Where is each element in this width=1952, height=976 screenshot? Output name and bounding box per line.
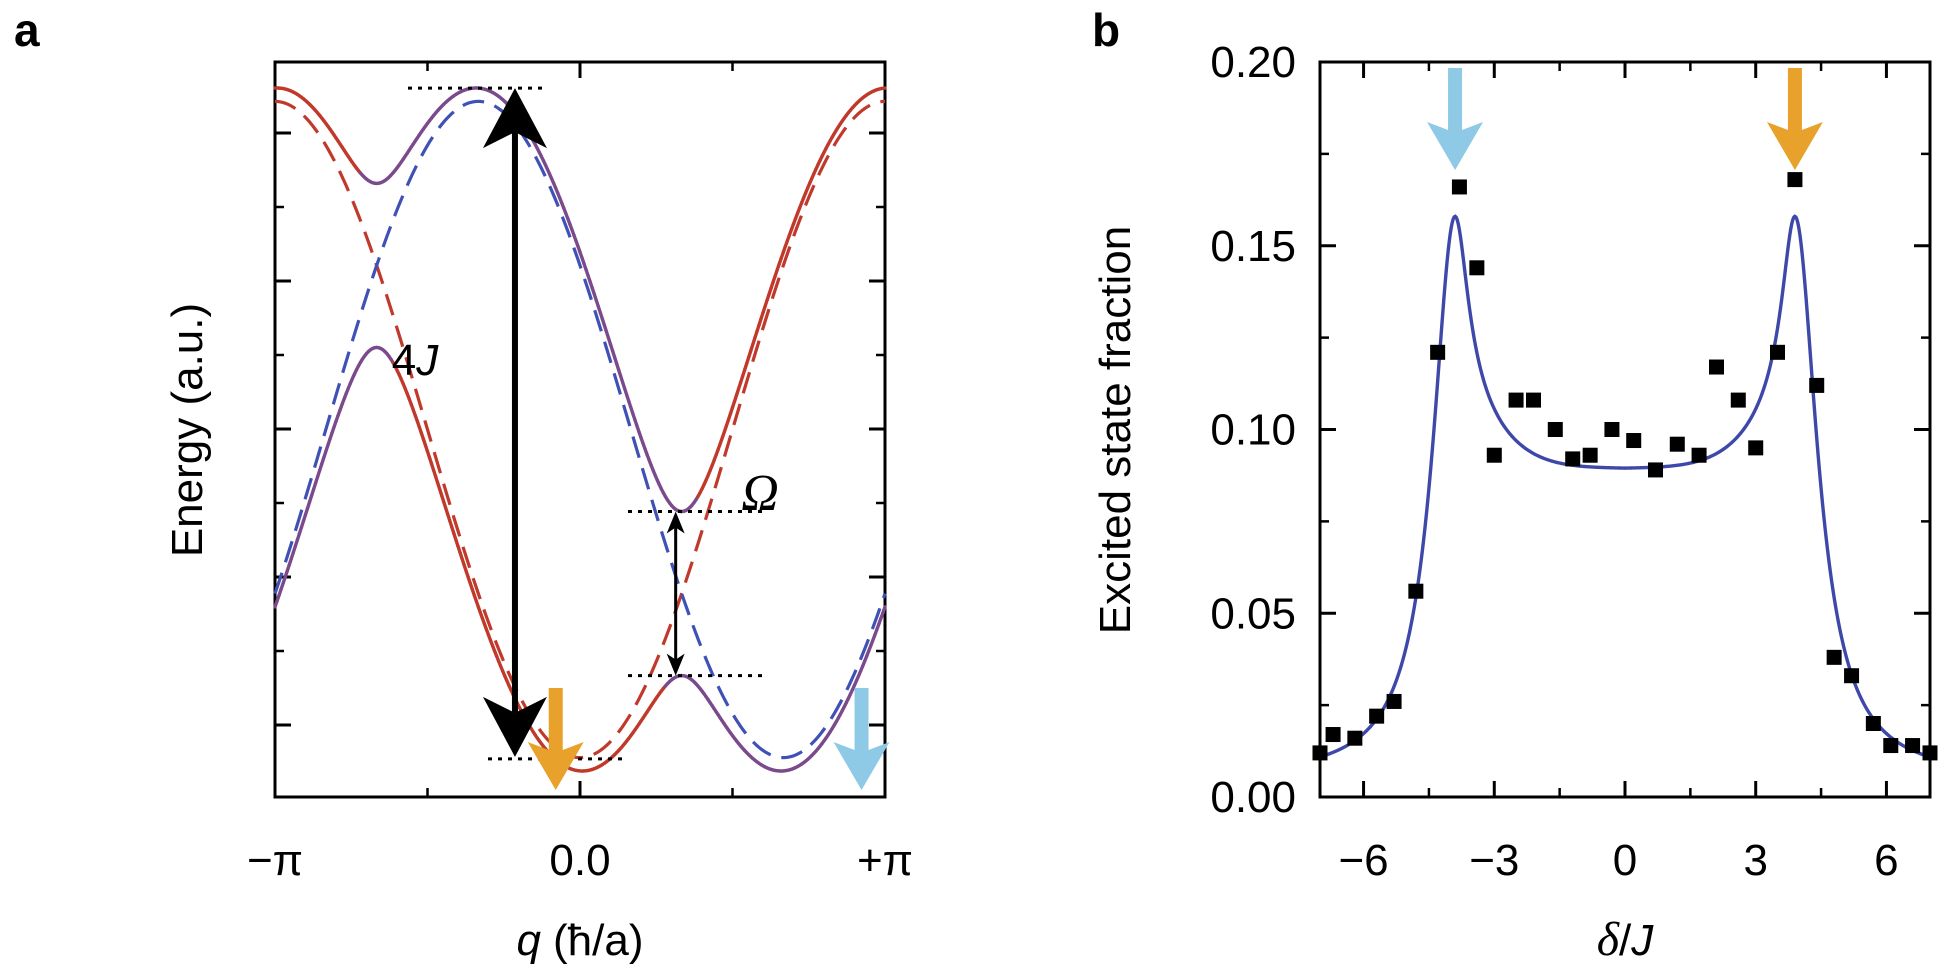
panel-b-xtick-label: 3 <box>1743 836 1767 885</box>
panel-b-data-point <box>1451 179 1467 195</box>
panel-b-data-point <box>1709 359 1724 375</box>
panel-a-4j-label: 4J <box>392 336 439 385</box>
panel-b-data-point <box>1347 730 1363 746</box>
panel-b-data-point <box>1787 172 1803 188</box>
panel-b-data-point <box>1486 447 1502 463</box>
panel-a-dashed-ground-band <box>274 99 886 760</box>
panel-a-xtick-label-plus-pi: +π <box>857 836 913 885</box>
panel-b-data-point <box>1844 668 1860 684</box>
panel-a-omega-label: Ω <box>741 465 779 522</box>
panel-b-xaxis-var-delta: δ <box>1597 913 1620 966</box>
panel-b-chart: −6 −3 0 3 6 0.00 0.05 0.10 0.15 0.20 δ/J Excited … <box>1091 38 1938 966</box>
panel-a-chart: −π 0.0 +π q (ħ/a) Energy (a.u.) 4J Ω <box>163 60 913 965</box>
panel-b-orange-arrow <box>1766 68 1823 170</box>
panel-b-data-point <box>1469 260 1485 276</box>
panel-a-4j-number: 4 <box>392 336 416 385</box>
panel-b-data-point <box>1582 447 1598 463</box>
panel-b-data-point <box>1325 727 1341 743</box>
panel-a-frame <box>273 60 887 799</box>
panel-b-xtick-label: 0 <box>1613 836 1637 885</box>
panel-b-xtick-label: −6 <box>1338 836 1388 885</box>
panel-a-lower-band-segment <box>881 605 887 615</box>
panel-b-data-point <box>1526 392 1541 408</box>
panel-b-data-point <box>1691 447 1707 463</box>
panel-b-data-point <box>1312 745 1328 761</box>
panel-b-data-point <box>1922 745 1938 761</box>
panel-b-data-point <box>1626 433 1642 449</box>
panel-b-data-point <box>1648 462 1663 478</box>
panel-b-points <box>1312 172 1938 761</box>
panel-b-data-point <box>1565 451 1581 467</box>
panel-b-data-point <box>1905 738 1921 754</box>
panel-b-data-point <box>1604 422 1620 437</box>
panel-b-ytick-label: 0.10 <box>1210 406 1296 455</box>
panel-b-xaxis-title: δ/J <box>1597 913 1655 966</box>
panel-b-data-point <box>1883 738 1899 754</box>
panel-a-omega-arrow-head-up <box>666 511 685 534</box>
panel-b-data-point <box>1408 583 1424 599</box>
panel-a-dashed-excited-band <box>273 99 887 760</box>
panel-b-ytick-label: 0.20 <box>1210 38 1296 87</box>
panel-b-data-point <box>1386 693 1402 709</box>
panel-b-xaxis-var-j: J <box>1630 916 1654 965</box>
panel-a-orange-arrow <box>527 688 584 790</box>
panel-b-ytick-label: 0.05 <box>1210 589 1296 638</box>
panel-a-xaxis-units: (ħ/a) <box>553 916 643 965</box>
panel-b-data-point <box>1430 344 1446 360</box>
panel-a-4j-variable: J <box>415 336 439 385</box>
panel-a-ticks <box>273 62 887 797</box>
panel-b-fit <box>1319 214 1931 759</box>
panel-b-xtick-label: 6 <box>1874 836 1898 885</box>
panel-a-4j-arrow-head-up <box>482 88 547 149</box>
panel-b-frame <box>1318 60 1932 799</box>
panel-a-xtick-label-zero: 0.0 <box>549 836 610 885</box>
panel-b-ytick-label: 0.00 <box>1210 773 1296 822</box>
panel-b-data-point <box>1865 716 1881 731</box>
panel-b-light-blue-arrow <box>1427 68 1484 170</box>
panel-b-data-point <box>1369 708 1385 724</box>
panel-b-xtick-label: −3 <box>1469 836 1519 885</box>
panel-b-arrows <box>1427 68 1823 170</box>
panel-a-light-blue-arrow <box>833 688 890 790</box>
panel-b-data-point <box>1770 344 1785 360</box>
panel-letter-a: a <box>14 4 40 56</box>
panel-a-curves <box>273 86 887 773</box>
panel-letter-b: b <box>1092 4 1120 56</box>
panel-b-yaxis-title: Excited state fraction <box>1091 226 1140 634</box>
panel-b-ytick-label: 0.15 <box>1210 222 1296 271</box>
panel-a-omega-arrow-head-down <box>666 653 685 676</box>
panel-b-ticks <box>1320 60 1930 799</box>
panel-b-fit-curve <box>1319 214 1931 759</box>
panel-b-data-point <box>1547 422 1563 437</box>
panel-a-yaxis-title: Energy (a.u.) <box>163 303 212 557</box>
panel-b-data-point <box>1809 377 1825 393</box>
panel-b-data-point <box>1669 436 1685 452</box>
panel-b-data-point <box>1730 392 1746 408</box>
panel-b-tick-labels: −6 −3 0 3 6 0.00 0.05 0.10 0.15 0.20 <box>1210 38 1898 885</box>
panel-b-data-point <box>1508 392 1524 408</box>
panel-b-xaxis-slash: / <box>1619 916 1632 965</box>
panel-a-xaxis-title: q (ħ/a) <box>517 916 644 965</box>
panel-a-annotations <box>408 86 890 790</box>
panel-a-xtick-label-minus-pi: −π <box>247 836 303 885</box>
panel-a-4j-arrow-head-down <box>482 696 547 757</box>
panel-b-data-point <box>1748 440 1764 456</box>
panel-b-data-point <box>1826 649 1842 665</box>
panel-a-xaxis-var: q <box>517 916 542 965</box>
